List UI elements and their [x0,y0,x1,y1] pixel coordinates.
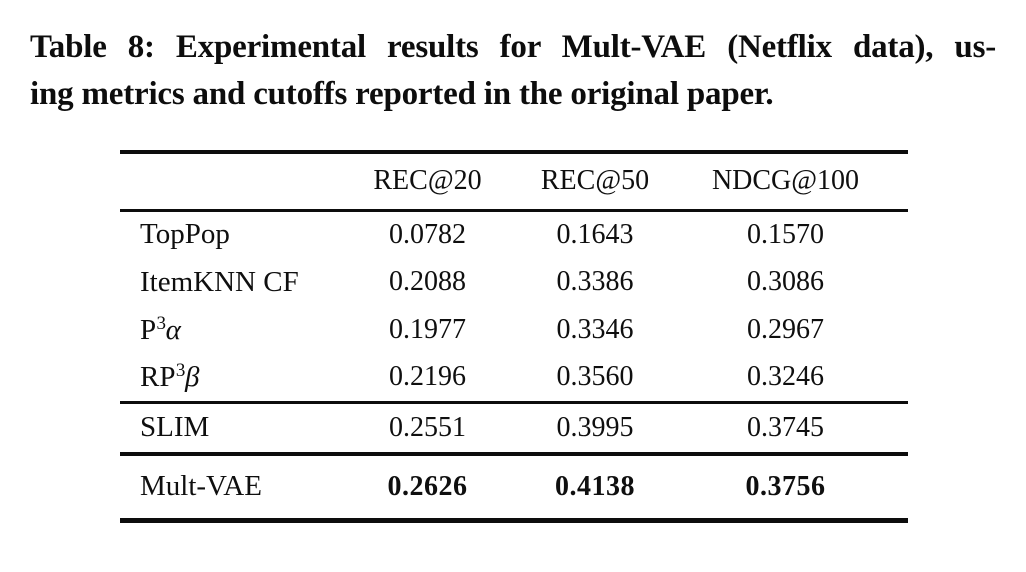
caption-line-2: ing metrics and cutoffs reported in the … [30,76,774,112]
value-cell: 0.1643 [556,218,634,250]
value-cell: 0.3246 [747,361,824,393]
label-superscript: 3 [175,359,186,381]
value-cell: 0.2967 [747,314,824,345]
value-cell: 0.3346 [556,314,634,345]
table-row-toppop: TopPop 0.0782 0.1643 0.1570 [120,210,908,258]
value-cell: 0.4138 [555,470,635,502]
header-rec50: REC@50 [540,165,650,197]
label-text: ItemKNN CF [140,265,299,298]
value-cell: 0.3386 [556,266,634,297]
label-text: SLIM [140,411,210,444]
value-cell: 0.0782 [389,218,466,250]
value-cell: 0.3745 [747,411,824,443]
label-text: RP [140,360,176,393]
table-caption: Table 8: Experimental results for Mult-V… [30,24,996,118]
row-label-toppop: TopPop [120,210,350,258]
row-label-multvae: Mult-VAE [120,454,350,520]
label-text: P [140,313,157,346]
value-cell: 0.3995 [556,411,634,443]
value-cell: 0.3560 [556,361,634,393]
row-label-p3alpha: P3α [120,306,350,354]
value-cell: 0.2626 [387,470,468,502]
header-ndcg100: NDCG@100 [711,165,860,197]
table-header: REC@20 REC@50 NDCG@100 [120,152,908,210]
results-table: REC@20 REC@50 NDCG@100 TopPop 0.0782 0.1… [120,150,908,523]
header-rec20: REC@20 [373,165,482,197]
label-greek: β [184,360,200,393]
slim-row-group: SLIM 0.2551 0.3995 0.3745 [120,402,908,454]
value-cell: 0.3756 [745,470,826,502]
value-cell: 0.1570 [747,218,824,250]
table-row-slim: SLIM 0.2551 0.3995 0.3745 [120,402,908,454]
value-cell: 0.2551 [389,411,466,443]
table-row-p3alpha: P3α 0.1977 0.3346 0.2967 [120,306,908,354]
value-cell: 0.3086 [747,266,824,297]
row-label-slim: SLIM [120,402,350,454]
value-cell: 0.1977 [389,314,466,345]
header-row: REC@20 REC@50 NDCG@100 [120,152,908,210]
header-empty-cell [120,152,350,210]
label-greek: α [165,313,181,346]
table-row-itemknn: ItemKNN CF 0.2088 0.3386 0.3086 [120,258,908,306]
value-cell: 0.2088 [389,266,466,297]
table-row-rp3beta: RP3β 0.2196 0.3560 0.3246 [120,354,908,402]
caption-line-1: Table 8: Experimental results for Mult-V… [30,29,996,65]
label-text: Mult-VAE [140,470,262,503]
label-text: TopPop [140,218,230,251]
label-superscript: 3 [156,312,167,334]
baseline-rows-group: TopPop 0.0782 0.1643 0.1570 ItemKNN CF 0… [120,210,908,402]
value-cell: 0.2196 [389,361,466,393]
table-row-multvae: Mult-VAE 0.2626 0.4138 0.3756 [120,454,908,520]
multvae-row-group: Mult-VAE 0.2626 0.4138 0.3756 [120,454,908,520]
row-label-itemknn: ItemKNN CF [120,258,350,306]
row-label-rp3beta: RP3β [120,354,350,402]
